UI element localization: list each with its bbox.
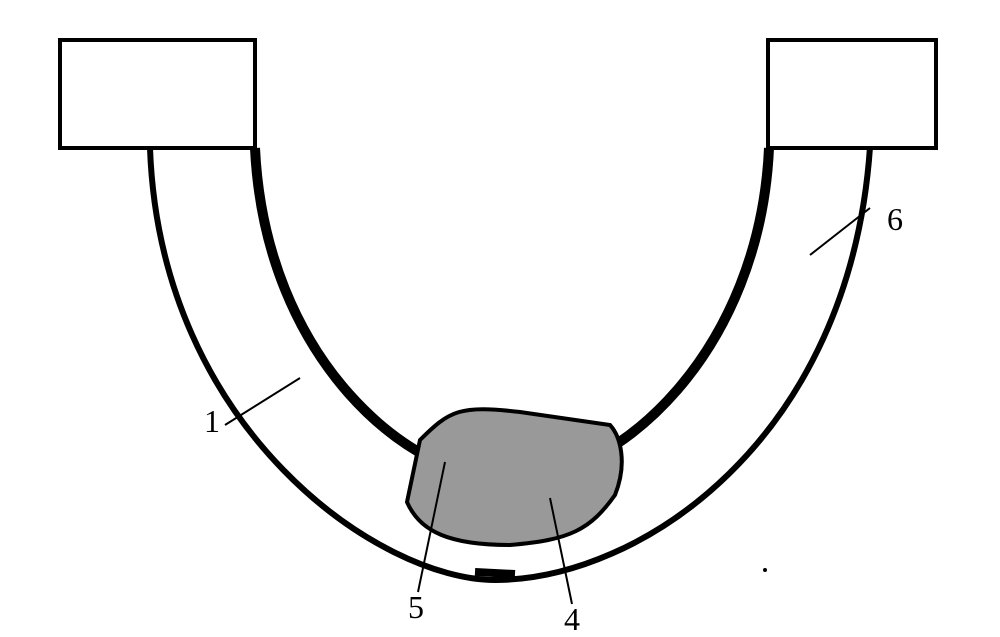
stray-dot xyxy=(763,568,767,572)
grey-blob xyxy=(407,409,622,545)
label-1: 1 xyxy=(204,403,220,439)
label-5: 5 xyxy=(408,589,424,625)
diagram-canvas: 6 1 5 4 xyxy=(0,0,1000,637)
label-4: 4 xyxy=(564,601,580,637)
right-box xyxy=(768,40,936,148)
label-6: 6 xyxy=(887,201,903,237)
leader-1 xyxy=(225,378,300,425)
left-box xyxy=(60,40,255,148)
bottom-tick xyxy=(475,572,515,574)
